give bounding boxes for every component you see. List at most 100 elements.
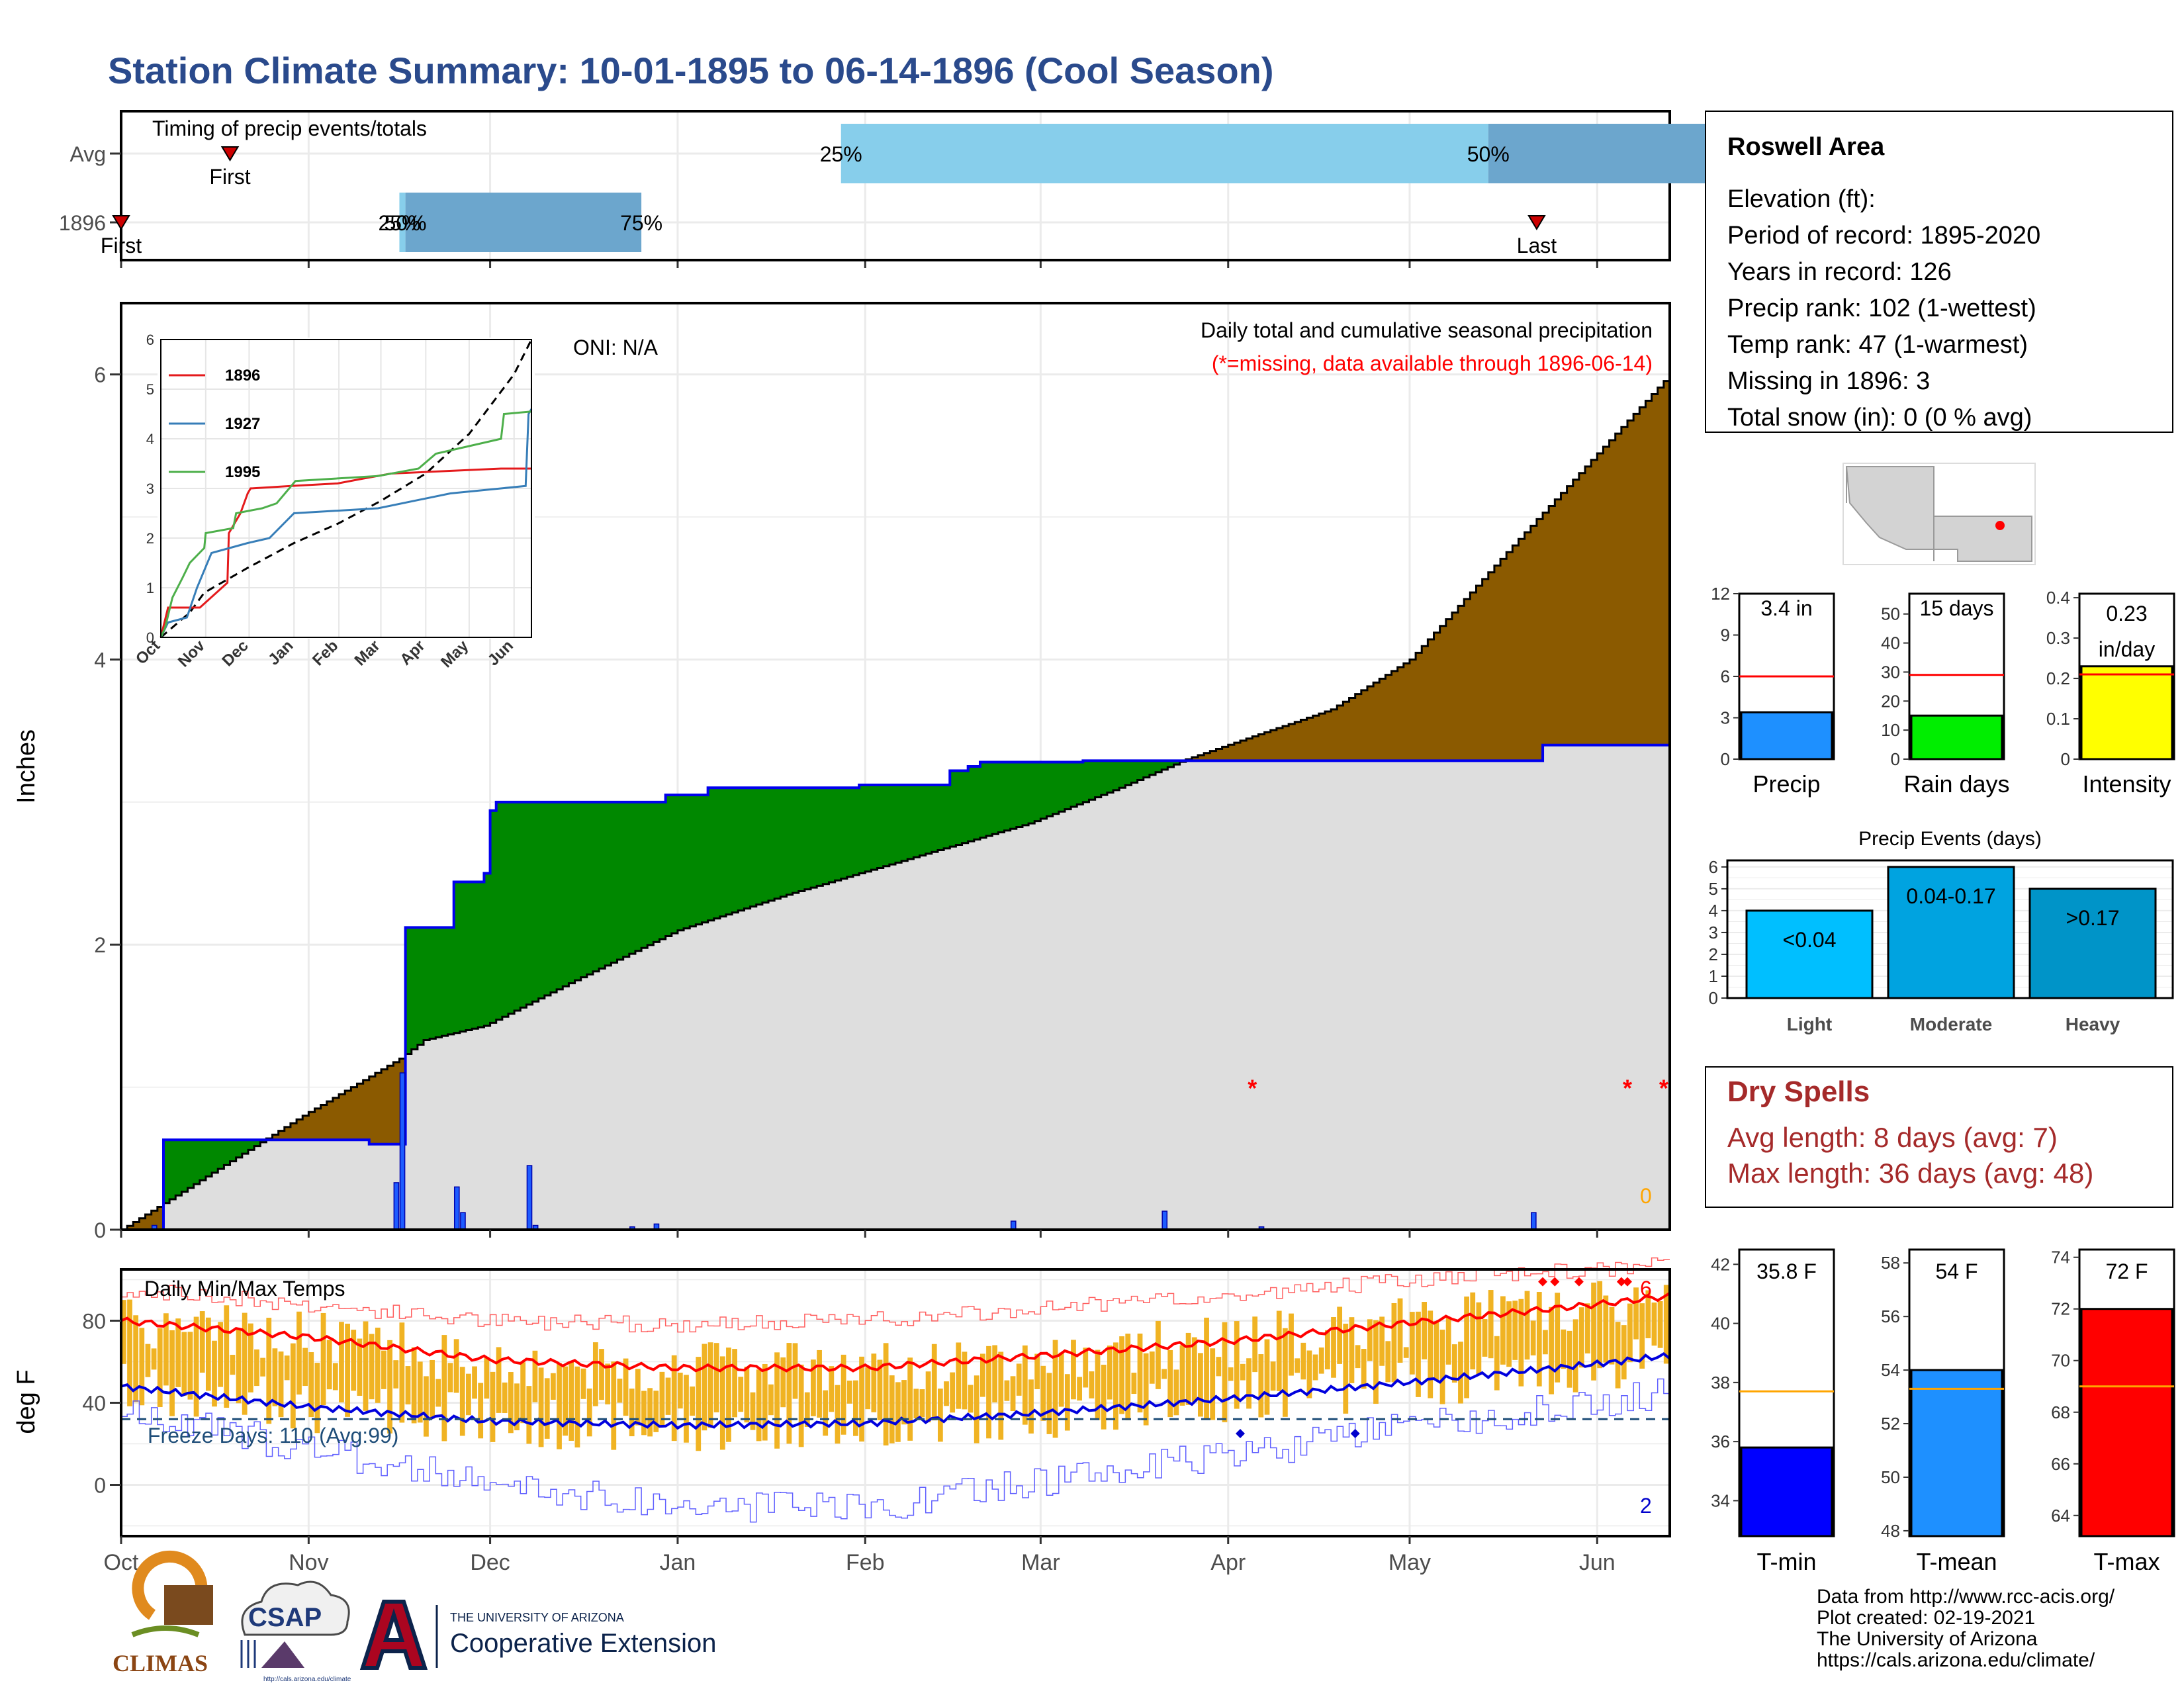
timing-row-label: 1896 (59, 211, 106, 235)
precip-caption: Daily total and cumulative seasonal prec… (1201, 318, 1653, 342)
record-high-count: 6 (1640, 1277, 1652, 1301)
daily-temp-bar (1028, 1379, 1034, 1434)
daily-temp-bar (877, 1359, 883, 1420)
events-bar-light (1745, 909, 1874, 999)
daily-temp-bar (363, 1321, 369, 1411)
daily-temp-bar (272, 1348, 278, 1406)
timing-last-label: Last (1517, 234, 1557, 257)
daily-temp-bar (1185, 1332, 1191, 1405)
daily-temp-bar (296, 1311, 302, 1395)
daily-temp-bar (1131, 1373, 1137, 1394)
daily-temp-bar (1512, 1301, 1518, 1360)
daily-temp-bar (1022, 1345, 1028, 1425)
daily-temp-bar (1482, 1319, 1488, 1357)
daily-temp-bar (490, 1371, 496, 1442)
daily-temp-bar (405, 1366, 411, 1404)
temp-bar-y-tick-label: 72 (2051, 1299, 2070, 1319)
summary-bar-value-unit: in/day (2099, 637, 2155, 661)
events-frame (1726, 859, 2174, 999)
climas-logo-text: CLIMAS (113, 1650, 208, 1676)
events-category-label: Light (1787, 1014, 1832, 1034)
record-low-line (121, 1378, 1670, 1523)
record-low-count: 2 (1640, 1494, 1652, 1518)
daily-temp-bar (411, 1347, 417, 1424)
daily-temp-bar (278, 1351, 284, 1418)
daily-temp-bar (1621, 1325, 1627, 1380)
daily-temp-bar (865, 1367, 871, 1410)
summary-bar-label: Rain days (1903, 770, 2009, 798)
daily-temp-bar (1433, 1321, 1439, 1381)
temp-y-tick-label: 40 (82, 1392, 106, 1416)
daily-temp-bar (1077, 1377, 1082, 1401)
timing-panel-frame (120, 110, 1671, 261)
daily-temp-bar (466, 1373, 471, 1416)
precip-events-chart: Precip Events (days) <0.04 Light 0.04-0.17 M… (1709, 828, 2174, 1034)
daily-temp-bar (605, 1363, 611, 1404)
daily-temp-bar (1476, 1302, 1482, 1375)
station-info-box: Roswell Area Elevation (ft): Period of re… (1705, 111, 2173, 433)
temp-bar-value: 35.8 F (1756, 1259, 1817, 1283)
daily-temp-bar (550, 1373, 556, 1400)
daily-temp-bar (1095, 1349, 1101, 1420)
ua-small-text: THE UNIVERSITY OF ARIZONA (450, 1611, 624, 1624)
summary-bar-label: Intensity (2082, 770, 2171, 798)
daily-temp-bar (1034, 1353, 1040, 1389)
daily-temp-bar (320, 1312, 326, 1406)
timing-q50-label: 50% (385, 211, 427, 235)
daily-temp-bar (817, 1349, 822, 1418)
dry-spells-box: Dry Spells Avg length: 8 days (avg: 7) M… (1705, 1066, 2173, 1208)
daily-temp-bar (702, 1344, 707, 1431)
daily-temp-bar (399, 1322, 405, 1423)
above-average-area (163, 760, 1186, 1203)
inset-y-tick-label: 3 (146, 480, 154, 497)
summary-y-tick-label: 0.3 (2046, 628, 2070, 648)
csap-logo-mountains (261, 1641, 304, 1668)
daily-temp-bar (1331, 1316, 1336, 1378)
snow-count-label: 0 (1640, 1184, 1652, 1208)
daily-temp-bar (962, 1351, 968, 1410)
daily-temp-bar (859, 1356, 864, 1442)
daily-temp-bar (1543, 1330, 1548, 1355)
daily-temp-bar (308, 1352, 314, 1418)
record-high-line (121, 1257, 1670, 1333)
dry-spells-frame (1705, 1066, 2173, 1208)
summary-bar-intensity (2080, 665, 2173, 760)
daily-temp-bar (617, 1379, 623, 1403)
summary-y-tick-label: 6 (1721, 666, 1730, 686)
missing-marker: * (1248, 1075, 1257, 1102)
summary-y-tick-label: 20 (1881, 691, 1900, 711)
daily-temp-bar (1627, 1303, 1633, 1363)
daily-temp-bar (1040, 1365, 1046, 1421)
inset-y-tick-label: 2 (146, 530, 154, 547)
daily-temp-bar (1409, 1312, 1415, 1375)
daily-temp-bar (1651, 1303, 1657, 1346)
record-low-marker (1350, 1429, 1360, 1438)
temp-y-tick-label: 0 (94, 1474, 106, 1498)
dry-spells-avg: Avg length: 8 days (avg: 7) (1727, 1122, 2058, 1153)
missing-marker: * (1659, 1075, 1668, 1102)
daily-temp-bar (1578, 1307, 1584, 1368)
daily-temp-bar (574, 1366, 580, 1448)
dry-spells-max: Max length: 36 days (avg: 48) (1727, 1158, 2093, 1189)
daily-temp-bar (792, 1343, 798, 1399)
daily-temp-bar (684, 1375, 689, 1443)
daily-precip-bar (460, 1212, 466, 1230)
daily-temp-bar (157, 1328, 163, 1408)
timing-bar-q25-q50 (841, 124, 1488, 183)
temp-bar-y-tick-label: 36 (1711, 1432, 1730, 1451)
record-high-marker (1616, 1277, 1626, 1287)
daily-temp-bar (726, 1348, 731, 1442)
daily-temp-bar (1204, 1317, 1209, 1419)
daily-temp-bar (260, 1357, 266, 1377)
csap-logo: CSAP http://cals.arizona.edu/climate (240, 1580, 351, 1683)
daily-temp-bar (532, 1350, 538, 1402)
info-line: Years in record: 126 (1727, 258, 1952, 286)
precip-y-tick-label: 6 (94, 363, 106, 387)
summary-bar-label: Precip (1752, 770, 1820, 798)
events-y-tick-label: 0 (1709, 988, 1718, 1008)
credits: Data from http://www.rcc-acis.org/Plot c… (1817, 1586, 2115, 1671)
daily-temp-bar (1585, 1303, 1590, 1353)
daily-temp-bar (1246, 1358, 1251, 1409)
summary-y-tick-label: 30 (1881, 662, 1900, 682)
